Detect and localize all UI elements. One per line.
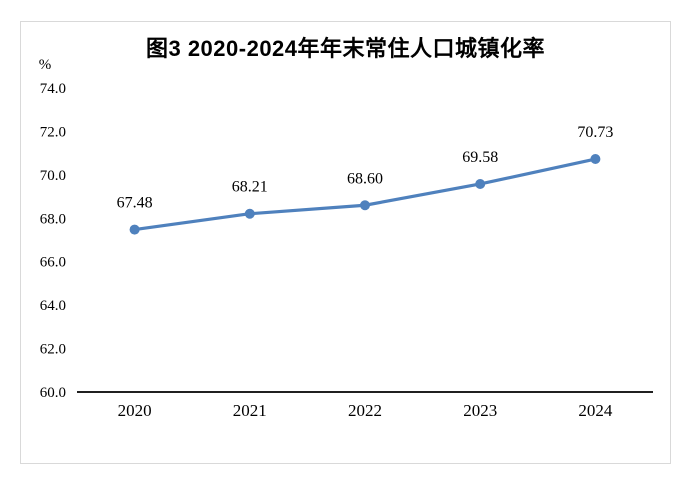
- x-tick-label: 2023: [463, 401, 497, 420]
- data-label: 68.21: [232, 179, 268, 196]
- data-point: [129, 224, 140, 235]
- data-label: 70.73: [577, 124, 613, 141]
- x-tick-label: 2022: [348, 401, 382, 420]
- data-label: 67.48: [117, 195, 153, 212]
- data-label: 69.58: [462, 149, 498, 166]
- x-tick-label: 2021: [233, 401, 267, 420]
- y-tick-label: 74.0: [40, 81, 66, 97]
- chart-frame: [20, 21, 671, 464]
- y-tick-label: 64.0: [40, 298, 66, 314]
- y-tick-label: 66.0: [40, 255, 66, 271]
- data-point: [360, 200, 370, 211]
- y-tick-label: 68.0: [40, 211, 66, 227]
- y-tick-label: 62.0: [40, 342, 66, 358]
- y-tick-label: 72.0: [40, 124, 66, 140]
- y-tick-label: 60.0: [40, 385, 66, 401]
- data-point: [244, 208, 255, 219]
- data-point: [475, 178, 486, 189]
- x-tick-label: 2020: [118, 401, 152, 420]
- y-tick-label: 70.0: [40, 168, 66, 184]
- chart-title: 图3 2020-2024年年末常住人口城镇化率: [145, 36, 546, 61]
- y-axis-unit-label: %: [39, 57, 52, 73]
- data-label: 68.60: [347, 170, 383, 187]
- x-tick-label: 2024: [578, 401, 613, 420]
- data-point: [590, 154, 601, 165]
